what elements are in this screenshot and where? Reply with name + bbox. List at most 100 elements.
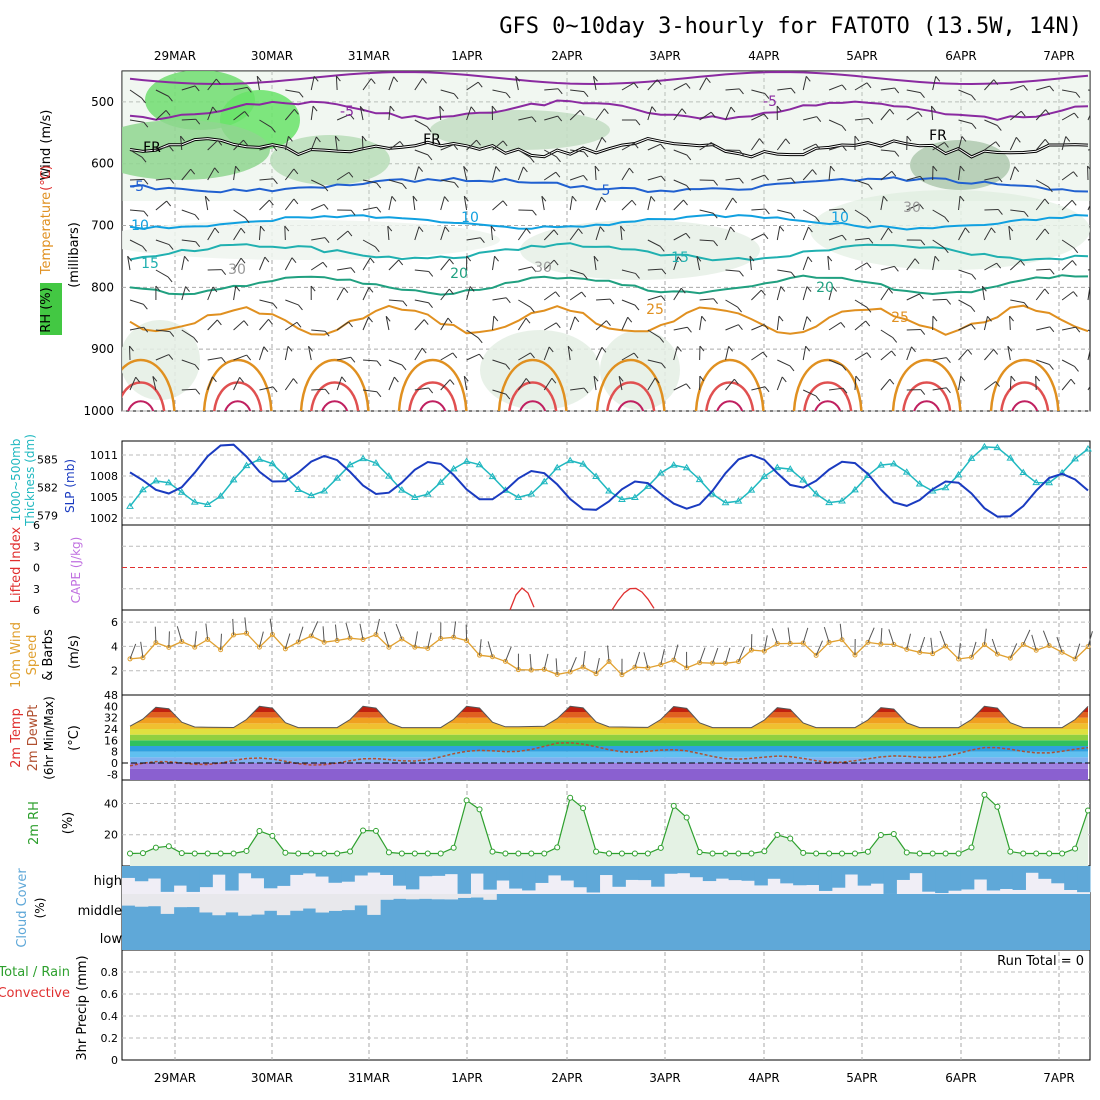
wind-barb [802,389,817,397]
wind-barb [544,115,558,121]
wind-barb [984,381,996,391]
wind-barb [647,175,662,181]
thickness-point [980,442,989,450]
wind-barb-flag [143,179,149,185]
cloud-high-bar [276,866,291,886]
wind-barb [414,299,429,304]
date-label-bottom: 4APR [748,1071,779,1085]
rh2m-point [735,850,742,857]
thickness-label: Thickness (dm) [23,434,37,527]
wind-barb [647,106,653,121]
wind-barb-flag [832,286,838,292]
wind-barb [647,295,662,301]
cloud-high-bar [870,866,884,884]
wind10-label: 10m Wind [9,622,24,688]
diurnal-contour [122,381,166,411]
wind-barb [751,233,765,241]
wind10-barb [543,653,549,670]
wind-barb [311,329,326,332]
wind-barb-flag [603,108,609,115]
wind-barb-flag [931,105,936,112]
thickness-point [1032,478,1041,486]
slp-tick: 1008 [90,470,118,483]
wind-barb-flag [244,111,250,117]
wind-barb-flag [308,345,313,352]
wind-barb [620,226,623,241]
wind-barb-flag [739,150,744,156]
wind-barb-flag [618,375,624,382]
rh2m-point [774,831,781,838]
wind10-point [179,639,185,645]
wind-barb [466,81,479,91]
cloud-high-bar [728,866,743,881]
thickness-point [449,464,458,472]
wind10-barb [322,626,325,643]
wind-barb [725,106,732,121]
wind-barb-flag [677,256,683,263]
rh2m-point [502,850,509,857]
cloud-middle-gap [212,894,226,916]
rh2m-point [165,843,172,850]
wind-barb [570,89,585,93]
rh2m-point [243,847,250,854]
wind-barb-flag [426,126,432,132]
wind-barb-flag [1049,364,1054,370]
wind-barb-flag [127,255,133,262]
wind-barb-flag [347,230,353,237]
wind-barb [1010,299,1025,304]
wind-barb-flag [270,127,276,133]
wind-barb-flag [650,196,656,202]
wind-barb-flag [1014,166,1020,173]
rh2m-point [877,832,884,839]
thickness-point [436,478,445,485]
wind-barb-flag [361,135,367,142]
wind-barb-flag [883,195,888,202]
wind-barb [284,109,295,121]
wind-barb-flag [152,376,158,382]
wind-barb [337,356,351,361]
wind10-barb [673,644,679,661]
wind-barb-flag [593,255,599,262]
temp-contour [129,213,1089,231]
wind-barb-flag [530,306,535,313]
wind-barb [155,354,169,361]
wind-barb [440,179,455,183]
cloud-high-bar [535,866,549,883]
wind-barb-flag [699,375,705,382]
cloud-high-bar [715,866,730,879]
wind-barb-flag [350,209,356,216]
wind-barb [155,89,169,97]
wind-barb [984,79,995,91]
contour-label: -5 [763,94,777,110]
thickness-point [190,498,199,505]
wind-barb-flag [557,115,563,122]
rh2m-point [217,850,224,857]
wind-barb [543,229,555,241]
wind-barb [983,316,988,331]
wind-barb [595,137,603,151]
wind-barb [284,198,295,211]
wind-barb-flag [889,378,895,385]
cloud-middle-gap [251,894,265,915]
contour-label: 10 [131,218,149,234]
wind-barb-flag [1089,286,1090,287]
wind-barb-flag [790,177,796,184]
wind10-barb [1022,629,1031,645]
wind-barb [569,174,584,181]
wind-barb [854,320,867,331]
rh2m-point [916,850,923,857]
wind-barb [515,76,519,91]
wind-barb-flag [583,387,589,394]
wind-barb-flag [287,345,293,352]
wind10-units: (m/s) [67,635,82,669]
wind10-point [697,660,703,666]
wind-barb-flag [1049,268,1055,275]
wind-barb-flag [866,306,872,313]
thickness-point [643,482,652,489]
wind-barb-flag [313,76,319,82]
wind-barb-flag [505,297,511,304]
cloud-high-bar [418,866,433,877]
wind10-point [399,636,405,642]
wind-barb-flag [993,349,999,355]
